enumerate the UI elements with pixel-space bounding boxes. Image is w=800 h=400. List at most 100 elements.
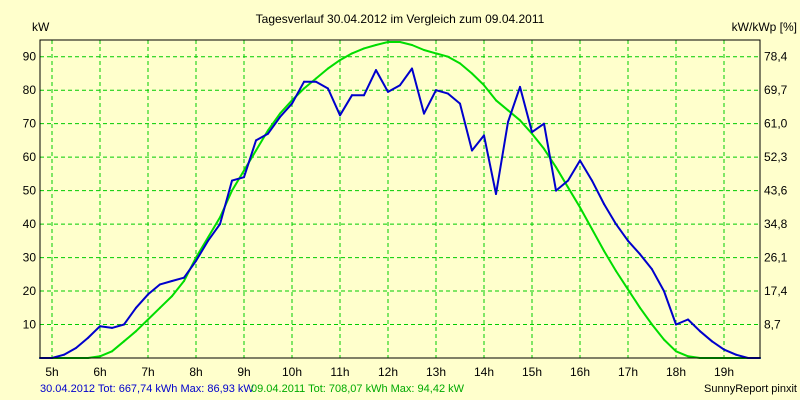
y2-tick-labels: 8,7 17,4 26,1 34,8 43,6 52,3 61,0 69,7 78,4 [764,50,788,332]
series-2-segment [267,112,281,132]
series-2-segment [195,236,209,259]
series-1-segment [483,134,497,195]
credit-text: SunnyReport pinxit [704,383,797,395]
y2-tick-label: 43,6 [764,184,788,198]
x-tick-label: 13h [426,365,446,379]
x-tick-label: 6h [93,365,106,379]
series-2-segment [171,280,185,298]
x-tick-label: 8h [189,365,202,379]
x-tick-label: 15h [522,365,542,379]
y-tick-label: 80 [23,83,37,97]
series-2-segment [519,119,533,135]
series-2-segment [399,41,413,46]
series-1-segment [267,116,281,135]
series-2-segment [423,49,437,55]
y2-tick-label: 34,8 [764,217,788,231]
series-2-segment [627,288,641,309]
series-1-segment [711,340,725,351]
series-2-segment [123,330,137,343]
series-1-segment [543,122,557,192]
series-1-segment [591,179,605,205]
x-tick-label: 12h [378,365,398,379]
y2-tick-label: 69,7 [764,83,788,97]
y2-tick-label: 17,4 [764,284,788,298]
series-2-segment [483,84,497,102]
y-tick-label: 20 [23,284,37,298]
series-1-segment [291,80,305,105]
y-tick-label: 10 [23,318,37,332]
series-1-segment [243,139,257,179]
y-tick-label: 40 [23,217,37,231]
series-2-segment [591,228,605,252]
series-2-segment [459,62,473,75]
series-2-segment [231,169,245,192]
series-2-segment [651,323,665,341]
series-1-segment [255,132,269,142]
series-2-segment [471,72,485,87]
x-tick-label: 16h [570,365,590,379]
series-2-segment [411,44,425,51]
series-2-segment [159,295,173,309]
series-1-segment [99,325,113,329]
series-2-segment [507,109,521,122]
series-1-segment [183,259,197,279]
x-tick-label: 19h [714,365,734,379]
series-1-segment [507,85,521,123]
series-1-segment [219,179,233,226]
series-1-segment [663,290,677,326]
series-1-segment [51,353,65,359]
series-1-segment [171,276,185,282]
series-1-segment [135,293,149,309]
x-tick-label: 17h [618,365,638,379]
series-2-segment [675,350,689,358]
series-2-segment [99,350,113,358]
series-1-segment [159,280,173,286]
series-1-segment [447,92,461,105]
series-2-segment [495,99,509,112]
series-2-segment [615,270,629,291]
series-1-segment [435,89,449,95]
x-tick-label: 18h [666,365,686,379]
y2-tick-label: 8,7 [764,318,781,332]
series-2-segment [327,59,341,70]
x-tick-label: 7h [141,365,154,379]
series-2-segment [579,206,593,231]
series-1-segment [627,239,641,256]
series-1-segment [87,325,101,339]
series-2-segment [135,318,149,333]
series-1-segment [147,283,161,296]
series-1-segment [687,318,701,333]
series-2-segment [555,166,569,189]
series-1-segment [459,102,473,152]
series-1-segment [615,223,629,242]
series-1-segment [375,69,389,93]
series-1-segment [603,203,617,226]
y-tick-label: 70 [23,117,37,131]
series-1-segment [567,159,581,182]
series-1-segment [195,239,209,262]
chart-title: Tagesverlauf 30.04.2012 im Vergleich zum… [256,12,545,26]
series-1-segment [675,318,689,326]
series-1-segment [327,87,341,117]
series-2-segment [147,306,161,321]
series-1-segment [471,134,485,152]
x-tick-label: 5h [45,365,58,379]
series-2-segment [303,77,317,90]
series-1-segment [555,179,569,192]
series-1-segment [735,353,749,359]
x-tick-label: 10h [282,365,302,379]
legend-series-2: 09.04.2011 Tot: 708,07 kWh Max: 94,42 kW [251,383,465,395]
series-2-segment [207,216,221,239]
series-1-segment [495,121,509,195]
series-2-segment [111,340,125,353]
y2-tick-label: 26,1 [764,251,788,265]
series-1-segment [207,223,221,242]
series-1-segment [123,306,137,326]
y2-tick-label: 61,0 [764,117,788,131]
series-2-segment [351,47,365,55]
series-1-segment [279,102,293,118]
series-1-segment [579,159,593,182]
grid [40,40,760,358]
plot-frame [39,39,761,359]
